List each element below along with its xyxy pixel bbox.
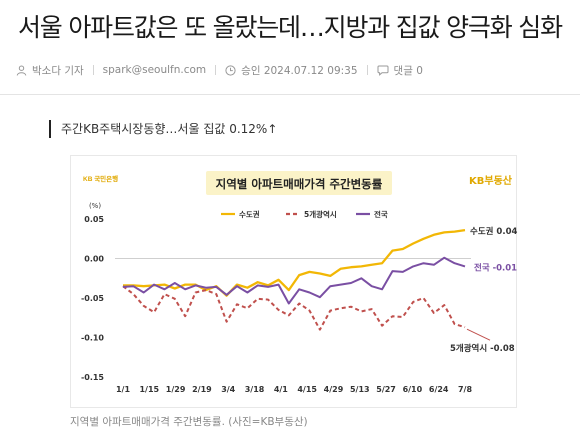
figure-caption: 지역별 아파트매매가격 주간변동률. (사진=KB부동산)	[70, 416, 308, 428]
clock-icon	[225, 64, 236, 76]
comments-count: 댓글 0	[393, 64, 423, 77]
y-tick-label: -0.15	[81, 373, 104, 382]
x-tick-label: 7/8	[458, 385, 472, 394]
comment-icon	[377, 65, 389, 76]
y-tick-label: -0.05	[81, 294, 104, 303]
x-tick-label: 4/1	[274, 385, 288, 394]
meta-divider	[92, 65, 94, 75]
legend-label: 수도권	[239, 209, 260, 219]
article-headline: 서울 아파트값은 또 올랐는데…지방과 집값 양극화 심화	[18, 13, 563, 42]
series-line-0	[123, 228, 466, 297]
chart-title-background	[206, 171, 392, 195]
author-item[interactable]: 박소다 기자	[16, 63, 84, 78]
kb-bank-logo: KB 국민은행	[83, 174, 118, 183]
x-tick-label: 3/18	[245, 385, 265, 394]
end-label-capital: 수도권 0.04	[470, 226, 517, 237]
x-tick-label: 1/29	[166, 385, 186, 394]
x-tick-label: 2/19	[192, 385, 212, 394]
x-tick-label: 3/4	[221, 385, 235, 394]
comments-link[interactable]: 댓글 0	[377, 63, 423, 78]
author-email[interactable]: spark@seoulfn.com	[102, 64, 207, 76]
author-name: 박소다 기자	[32, 64, 84, 77]
x-tick-label: 5/27	[376, 385, 396, 394]
header-divider	[0, 94, 580, 95]
x-tick-label: 6/24	[429, 385, 449, 394]
line-chart: KB 국민은행 지역별 아파트매매가격 주간변동률 KB부동산 (%) 0.05 0.00…	[81, 171, 517, 394]
series-line-2	[122, 256, 466, 305]
person-icon	[16, 65, 27, 76]
article-subhead: 주간KB주택시장동향…서울 집값 0.12%↑	[49, 120, 277, 138]
chart-title: 지역별 아파트매매가격 주간변동률	[216, 177, 383, 191]
x-tick-label: 4/15	[297, 385, 317, 394]
end-label-national: 전국 -0.01	[474, 262, 517, 273]
approved-datetime: 승인 2024.07.12 09:35	[241, 64, 358, 77]
y-axis-unit: (%)	[89, 202, 101, 210]
y-tick-label: 0.00	[84, 255, 104, 264]
end-label-metro5: 5개광역시 -0.08	[450, 343, 515, 354]
meta-divider	[215, 65, 217, 75]
end-label-leader-line	[466, 328, 491, 341]
x-tick-label: 5/13	[350, 385, 370, 394]
article-meta: 박소다 기자 spark@seoulfn.com 승인 2024.07.12 0…	[16, 61, 423, 79]
series-line-1	[122, 285, 466, 331]
x-tick-label: 4/29	[324, 385, 344, 394]
x-tick-label: 1/1	[116, 385, 130, 394]
x-tick-label: 6/10	[403, 385, 423, 394]
y-tick-label: 0.05	[84, 215, 104, 224]
x-tick-label: 1/15	[139, 385, 159, 394]
meta-divider	[366, 65, 368, 75]
legend-label: 전국	[374, 209, 388, 219]
legend-label: 5개광역시	[304, 209, 337, 219]
approved-item: 승인 2024.07.12 09:35	[225, 63, 358, 78]
y-tick-label: -0.10	[81, 334, 104, 343]
kb-realestate-logo: KB부동산	[469, 174, 513, 187]
chart-figure: KB 국민은행 지역별 아파트매매가격 주간변동률 KB부동산 (%) 0.05 0.00…	[70, 155, 517, 408]
